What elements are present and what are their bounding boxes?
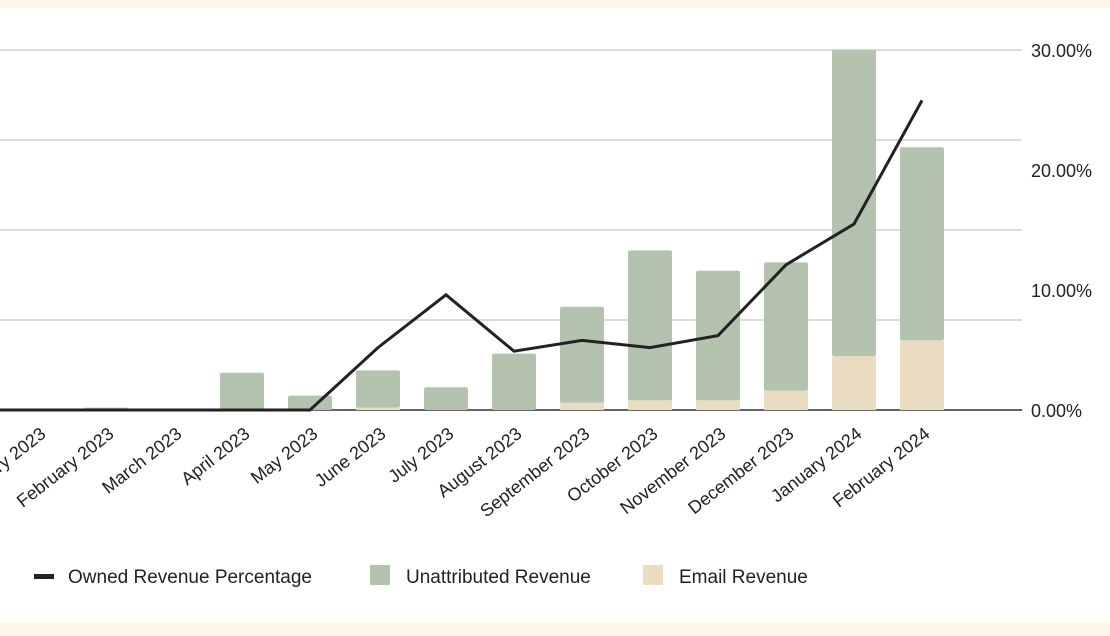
x-tick-label: April 2023 [177, 423, 253, 489]
legend-swatch-owned-revenue [34, 574, 54, 579]
bar-unattributed-revenue [764, 262, 808, 391]
bar-unattributed-revenue [628, 250, 672, 401]
bar-unattributed-revenue [220, 372, 264, 410]
bar-unattributed-revenue [560, 306, 604, 403]
bar-email-revenue [628, 400, 672, 410]
bar-unattributed-revenue [832, 50, 876, 356]
owned-revenue-line [0, 99, 924, 412]
right-axis-tick-label: 20.00% [1031, 161, 1092, 181]
right-axis-tick-label: 30.00% [1031, 41, 1092, 61]
legend-swatch-unattributed-revenue [370, 565, 390, 585]
bar-unattributed-revenue [424, 387, 468, 410]
right-axis-tick-label: 10.00% [1031, 281, 1092, 301]
bar-unattributed-revenue [900, 147, 944, 341]
chart-frame: 0.00% 10.00% 20.00% 30.00% December 2022Jan… [0, 8, 1110, 622]
bars [84, 50, 944, 410]
legend-label-email-revenue: Email Revenue [679, 567, 808, 588]
bar-email-revenue [832, 356, 876, 410]
right-axis-ticks: 0.00% 10.00% 20.00% 30.00% [1031, 41, 1092, 421]
revenue-chart: 0.00% 10.00% 20.00% 30.00% December 2022Jan… [0, 41, 1092, 588]
x-tick-label: May 2023 [247, 423, 322, 487]
bar-email-revenue [356, 407, 400, 410]
right-axis-tick-label: 0.00% [1031, 401, 1082, 421]
owned-revenue-percentage-line [0, 99, 924, 412]
bar-email-revenue [764, 390, 808, 410]
bar-email-revenue [560, 402, 604, 410]
legend-swatch-email-revenue [643, 565, 663, 585]
legend-label-owned-revenue: Owned Revenue Percentage [68, 567, 312, 588]
bar-unattributed-revenue [492, 353, 536, 410]
x-tick-label: June 2023 [311, 423, 390, 491]
bar-email-revenue [900, 340, 944, 410]
bar-unattributed-revenue [356, 370, 400, 408]
bar-email-revenue [696, 400, 740, 410]
legend-label-unattributed-revenue: Unattributed Revenue [406, 567, 591, 588]
legend: Owned Revenue Percentage Unattributed Re… [34, 565, 808, 588]
